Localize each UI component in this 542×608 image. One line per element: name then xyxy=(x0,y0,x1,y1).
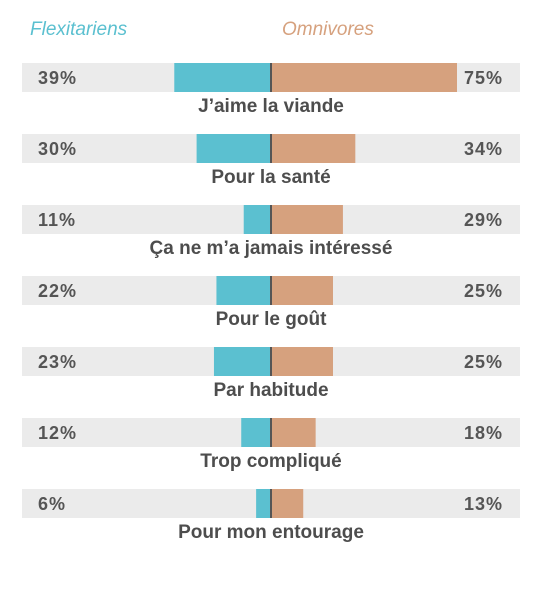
bar-flexitariens xyxy=(174,63,271,92)
chart-row: 30% 34% Pour la santé xyxy=(22,134,520,188)
value-label-flexitariens: 30% xyxy=(38,139,77,159)
bar-omnivores xyxy=(271,418,316,447)
value-label-flexitariens: 22% xyxy=(38,281,77,301)
bar-flexitariens xyxy=(196,134,271,163)
value-label-omnivores: 75% xyxy=(464,68,503,88)
value-label-flexitariens: 6% xyxy=(38,494,66,514)
center-divider xyxy=(270,276,272,305)
chart-row: 6% 13% Pour mon entourage xyxy=(22,489,520,543)
value-label-omnivores: 29% xyxy=(464,210,503,230)
category-label: Pour le goût xyxy=(216,309,328,330)
chart-row: 12% 18% Trop compliqué xyxy=(22,418,520,472)
center-divider xyxy=(270,63,272,92)
center-divider xyxy=(270,134,272,163)
value-label-omnivores: 13% xyxy=(464,494,503,514)
bar-omnivores xyxy=(271,134,356,163)
legend-omnivores: Omnivores xyxy=(282,19,374,40)
bar-flexitariens xyxy=(243,205,271,234)
chart-row: 11% 29% Ça ne m’a jamais intéressé xyxy=(22,205,520,259)
bar-flexitariens xyxy=(241,418,271,447)
value-label-flexitariens: 23% xyxy=(38,352,77,372)
category-label: Trop compliqué xyxy=(200,451,341,472)
value-label-omnivores: 18% xyxy=(464,423,503,443)
value-label-omnivores: 34% xyxy=(464,139,503,159)
value-label-omnivores: 25% xyxy=(464,281,503,301)
bar-flexitariens xyxy=(216,276,271,305)
chart-row: 23% 25% Par habitude xyxy=(22,347,520,401)
category-label: Pour la santé xyxy=(211,167,330,188)
center-divider xyxy=(270,489,272,518)
category-label: Pour mon entourage xyxy=(178,522,364,543)
bar-omnivores xyxy=(271,489,304,518)
center-divider xyxy=(270,205,272,234)
category-label: Par habitude xyxy=(213,380,328,401)
bar-flexitariens xyxy=(213,347,271,376)
chart-rows: 39% 75% J’aime la viande 30% 34% Pour la sant… xyxy=(22,63,520,543)
value-label-omnivores: 25% xyxy=(464,352,503,372)
chart-row: 39% 75% J’aime la viande xyxy=(22,63,520,117)
bar-flexitariens xyxy=(256,489,271,518)
center-divider xyxy=(270,418,272,447)
category-label: Ça ne m’a jamais intéressé xyxy=(150,238,393,259)
bar-omnivores xyxy=(271,205,343,234)
value-label-flexitariens: 39% xyxy=(38,68,77,88)
bar-omnivores xyxy=(271,276,333,305)
legend-flexitariens: Flexitariens xyxy=(30,19,128,40)
category-label: J’aime la viande xyxy=(198,96,344,117)
value-label-flexitariens: 11% xyxy=(38,210,76,230)
chart-row: 22% 25% Pour le goût xyxy=(22,276,520,330)
value-label-flexitariens: 12% xyxy=(38,423,77,443)
bar-omnivores xyxy=(271,63,457,92)
center-divider xyxy=(270,347,272,376)
bar-omnivores xyxy=(271,347,333,376)
